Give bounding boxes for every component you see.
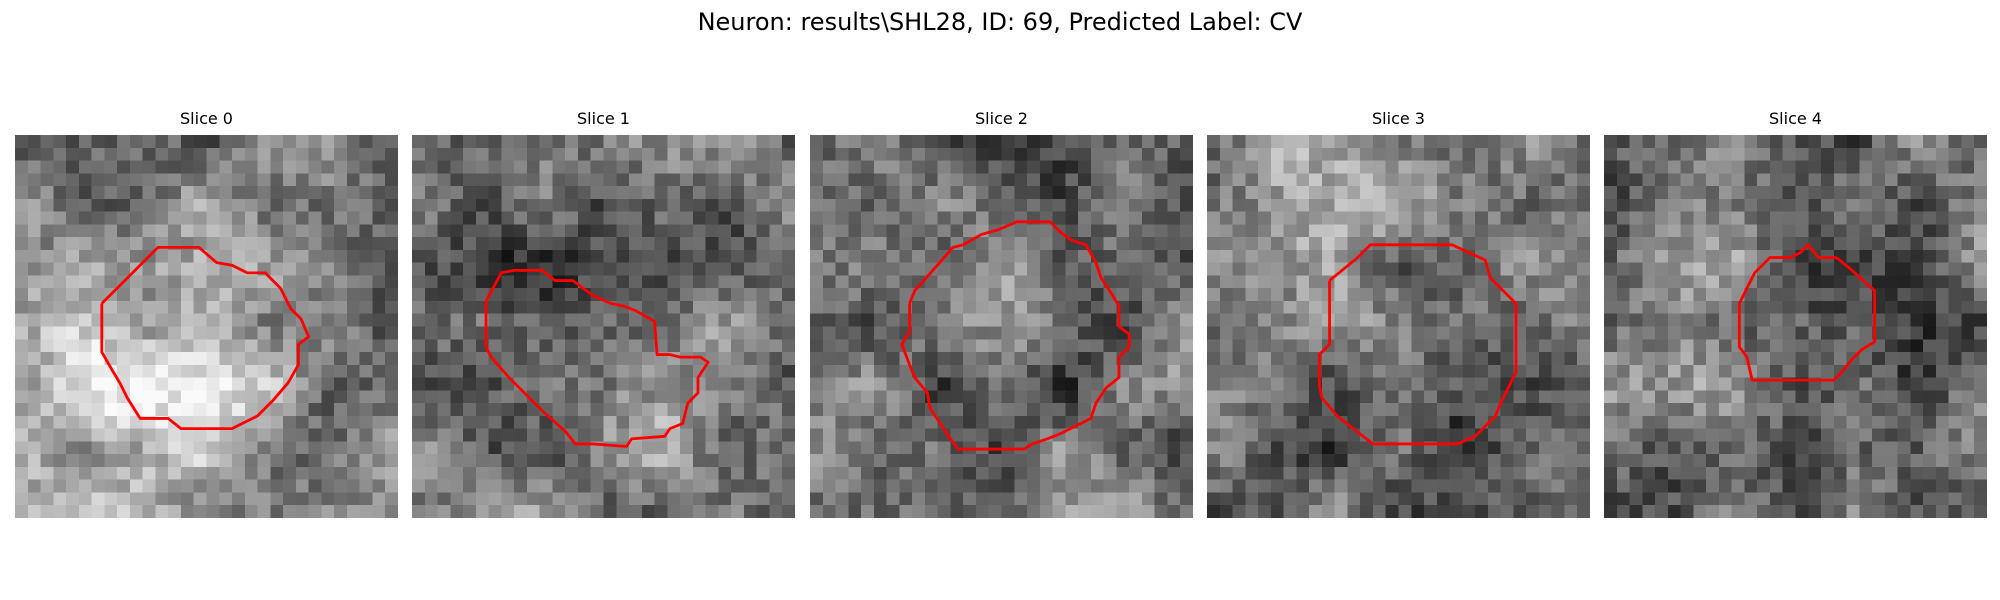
slice-image-4 [1604,135,1987,518]
figure-title: Neuron: results\SHL28, ID: 69, Predicted… [697,8,1303,36]
slice-title-4: Slice 4 [1769,109,1822,128]
slice-title-1: Slice 1 [577,109,630,128]
slice-panel-2: Slice 2 [810,108,1193,518]
slice-image-3 [1207,135,1590,518]
slice-image-0 [15,135,398,518]
contour-3 [1317,243,1518,446]
slice-title-0: Slice 0 [180,109,233,128]
slice-panel-3: Slice 3 [1207,108,1590,518]
slice-panel-1: Slice 1 [412,108,795,518]
slice-image-1 [412,135,795,518]
slice-image-2 [810,135,1193,518]
contour-0 [100,245,311,431]
slice-title-2: Slice 2 [975,109,1028,128]
slice-panel-4: Slice 4 [1604,108,1987,518]
contour-4 [1737,243,1877,382]
slice-title-3: Slice 3 [1372,109,1425,128]
slice-panel-0: Slice 0 [15,108,398,518]
contour-2 [900,220,1131,451]
contour-1 [484,268,710,448]
